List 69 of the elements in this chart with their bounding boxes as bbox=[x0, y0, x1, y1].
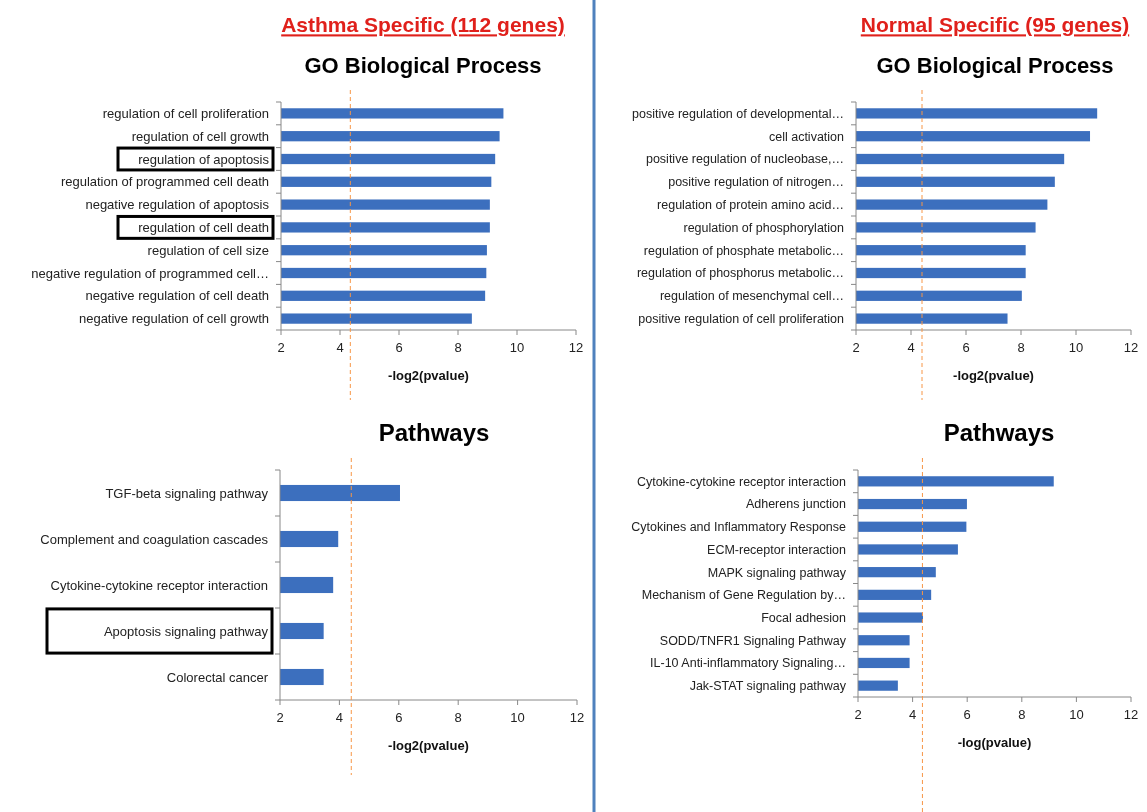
y-tick-label: positive regulation of developmental… bbox=[632, 106, 844, 121]
y-tick-label: Focal adhesion bbox=[761, 610, 847, 625]
chart-title: Normal Specific (95 genes) bbox=[860, 13, 1130, 37]
y-tick-label: regulation of mesenchymal cell… bbox=[659, 289, 844, 304]
x-tick-label: 10 bbox=[509, 340, 525, 355]
x-tick-label: 12 bbox=[1123, 707, 1139, 722]
chart-title: Pathways bbox=[378, 419, 490, 447]
x-tick-label: 12 bbox=[1123, 340, 1139, 355]
y-tick-label: Colorectal cancer bbox=[166, 669, 269, 685]
y-tick-label: Cytokine-cytokine receptor interaction bbox=[636, 474, 847, 489]
y-tick-label: SODD/TNFR1 Signaling Pathway bbox=[659, 633, 847, 648]
y-tick-label: regulation of apoptosis bbox=[138, 151, 270, 167]
y-tick-label: Jak-STAT signaling pathway bbox=[689, 679, 847, 694]
x-tick-label: 4 bbox=[908, 707, 917, 722]
x-tick-label: 10 bbox=[510, 710, 525, 725]
y-tick-label: Cytokine-cytokine receptor interaction bbox=[50, 577, 268, 593]
y-tick-label: Cytokines and Inflammatory Response bbox=[631, 520, 847, 535]
y-tick-label: regulation of cell proliferation bbox=[102, 105, 269, 121]
chart-subtitle: GO Biological Process bbox=[876, 52, 1114, 78]
y-tick-label: regulation of programmed cell death bbox=[60, 174, 269, 190]
y-tick-label: Adherens junction bbox=[745, 497, 847, 512]
y-tick-label: regulation of phosphorus metabolic… bbox=[636, 266, 844, 281]
y-tick-label: negative regulation of cell death bbox=[85, 288, 269, 304]
chart-title: Pathways bbox=[943, 419, 1055, 447]
y-tick-label: ECM-receptor interaction bbox=[707, 542, 847, 557]
x-tick-label: 4 bbox=[907, 340, 915, 355]
chart-title: Asthma Specific (112 genes) bbox=[281, 13, 565, 37]
x-tick-label: 8 bbox=[1018, 707, 1026, 722]
y-tick-label: regulation of cell death bbox=[138, 219, 269, 235]
chart-subtitle: GO Biological Process bbox=[304, 52, 542, 78]
y-tick-label: MAPK signaling pathway bbox=[707, 565, 847, 580]
x-tick-label: 2 bbox=[277, 340, 285, 355]
y-tick-label: regulation of cell growth bbox=[131, 128, 269, 144]
y-tick-label: positive regulation of nucleobase,… bbox=[645, 152, 844, 167]
y-tick-label: regulation of phosphorylation bbox=[683, 220, 845, 235]
y-tick-label: cell activation bbox=[768, 129, 845, 144]
y-tick-label: regulation of phosphate metabolic… bbox=[643, 243, 844, 258]
y-tick-label: Complement and coagulation cascades bbox=[40, 531, 269, 547]
y-tick-label: IL-10 Anti-inflammatory Signaling… bbox=[650, 656, 846, 671]
x-tick-label: 4 bbox=[336, 340, 344, 355]
y-tick-label: Mechanism of Gene Regulation by… bbox=[641, 588, 846, 603]
y-tick-label: regulation of protein amino acid… bbox=[657, 197, 844, 212]
y-tick-label: positive regulation of nitrogen… bbox=[668, 175, 844, 190]
x-tick-label: 8 bbox=[454, 340, 462, 355]
x-tick-label: 6 bbox=[395, 340, 403, 355]
x-tick-label: 8 bbox=[1017, 340, 1025, 355]
y-tick-label: Apoptosis signaling pathway bbox=[103, 623, 269, 639]
y-tick-label: negative regulation of cell growth bbox=[78, 311, 269, 327]
x-axis-title: -log2(pvalue) bbox=[953, 368, 1034, 383]
x-tick-label: 4 bbox=[335, 710, 344, 725]
x-tick-label: 6 bbox=[963, 707, 971, 722]
x-axis-title: -log(pvalue) bbox=[957, 735, 1032, 750]
x-tick-label: 2 bbox=[854, 707, 862, 722]
x-tick-label: 2 bbox=[276, 710, 284, 725]
y-tick-label: negative regulation of programmed cell… bbox=[31, 265, 269, 281]
x-tick-label: 10 bbox=[1069, 707, 1084, 722]
x-axis-title: -log2(pvalue) bbox=[388, 738, 469, 753]
y-tick-label: regulation of cell size bbox=[147, 242, 269, 258]
x-tick-label: 10 bbox=[1068, 340, 1084, 355]
x-tick-label: 12 bbox=[568, 340, 584, 355]
x-axis-title: -log2(pvalue) bbox=[388, 368, 469, 383]
y-tick-label: negative regulation of apoptosis bbox=[85, 197, 270, 213]
x-tick-label: 2 bbox=[852, 340, 860, 355]
x-tick-label: 8 bbox=[454, 710, 462, 725]
y-tick-label: positive regulation of cell proliferation bbox=[638, 311, 845, 326]
y-tick-label: TGF-beta signaling pathway bbox=[105, 485, 269, 501]
x-tick-label: 6 bbox=[395, 710, 403, 725]
x-tick-label: 6 bbox=[962, 340, 970, 355]
x-tick-label: 12 bbox=[569, 710, 585, 725]
